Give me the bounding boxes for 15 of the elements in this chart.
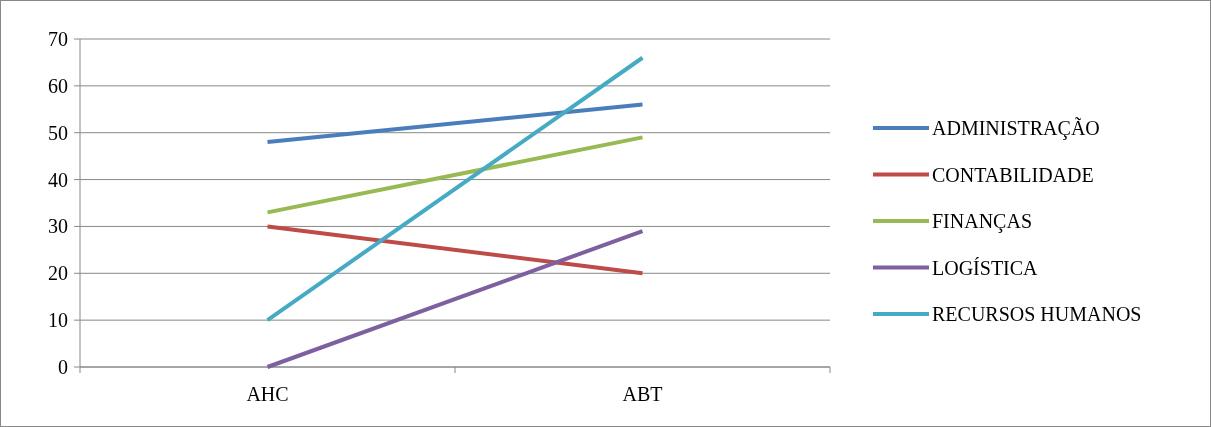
y-tick-label: 20 [48, 262, 68, 285]
legend-label: CONTABILIDADE [932, 163, 1094, 186]
y-tick-label: 40 [48, 168, 68, 191]
y-tick-label: 70 [48, 28, 68, 50]
legend-label: ADMINISTRAÇÃO [932, 116, 1100, 140]
legend-label: FINANÇAS [932, 210, 1033, 233]
y-tick-label: 60 [48, 74, 68, 97]
x-tick-label: ABT [622, 383, 663, 405]
legend-label: LOGÍSTICA [932, 256, 1039, 279]
y-tick-label: 10 [48, 309, 68, 332]
y-tick-label: 0 [58, 356, 68, 378]
y-tick-label: 30 [48, 215, 68, 238]
y-tick-label: 50 [48, 121, 68, 144]
legend-label: RECURSOS HUMANOS [932, 303, 1142, 325]
x-tick-label: AHC [246, 383, 289, 405]
